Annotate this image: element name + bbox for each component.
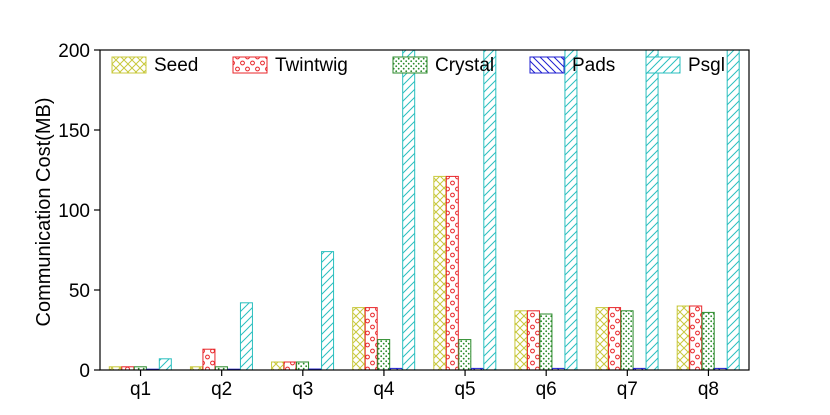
bar-seed-q6 xyxy=(514,310,528,371)
bar-crystal-q6 xyxy=(539,313,553,371)
y-tick-label-200: 200 xyxy=(58,41,90,62)
bar-psgl-q2 xyxy=(239,302,253,371)
legend-item-seed: Seed xyxy=(111,55,198,76)
bar-psgl-q4 xyxy=(402,49,416,371)
legend-swatch-crystal xyxy=(392,56,428,74)
x-tick-label-q6: q6 xyxy=(536,379,557,400)
legend-label-seed: Seed xyxy=(154,55,198,76)
bar-seed-q4 xyxy=(352,307,366,371)
bar-seed-q7 xyxy=(595,307,609,371)
bar-psgl-q3 xyxy=(321,251,335,371)
bar-seed-q8 xyxy=(676,305,690,371)
legend-swatch-psgl xyxy=(645,56,681,74)
bar-crystal-q7 xyxy=(620,310,634,371)
y-tick-label-50: 50 xyxy=(69,281,90,302)
bar-seed-q5 xyxy=(433,175,447,371)
bar-psgl-q6 xyxy=(564,49,578,371)
x-tick-label-q2: q2 xyxy=(211,379,232,400)
legend-swatch-twintwig xyxy=(232,56,268,74)
legend-item-crystal: Crystal xyxy=(392,55,494,76)
x-tick-label-q7: q7 xyxy=(617,379,638,400)
axes-layer: 0 50 100 150 200 q1 q2 q3 q4 q5 q6 q7 q8 xyxy=(58,41,750,400)
x-tick-label-q3: q3 xyxy=(292,379,313,400)
bar-twintwig-q5 xyxy=(445,175,459,371)
bar-psgl-q7 xyxy=(645,49,659,371)
legend-swatch-seed xyxy=(111,56,147,74)
bar-psgl-q8 xyxy=(726,49,740,371)
x-tick-label-q1: q1 xyxy=(130,379,151,400)
bar-crystal-q4 xyxy=(377,339,391,371)
bar-twintwig-q6 xyxy=(526,310,540,371)
bar-seed-q3 xyxy=(271,361,285,371)
bar-psgl-q5 xyxy=(483,49,497,371)
y-tick-label-0: 0 xyxy=(79,361,90,382)
bar-psgl-q1 xyxy=(158,358,172,371)
bar-crystal-q3 xyxy=(296,361,310,371)
legend-swatch-pads xyxy=(529,56,565,74)
legend-item-psgl: Psgl xyxy=(645,55,725,76)
y-axis-title: Communication Cost(MB) xyxy=(33,98,55,327)
legend-label-twintwig: Twintwig xyxy=(275,55,348,76)
bars-layer xyxy=(108,49,740,371)
legend-label-pads: Pads xyxy=(572,55,615,76)
legend: Seed Twintwig Crystal Pads Psgl xyxy=(111,55,725,76)
bar-twintwig-q4 xyxy=(364,307,378,371)
bar-twintwig-q3 xyxy=(283,361,297,371)
bar-twintwig-q2 xyxy=(202,348,216,371)
y-tick-label-150: 150 xyxy=(58,121,90,142)
legend-item-pads: Pads xyxy=(529,55,615,76)
legend-label-crystal: Crystal xyxy=(435,55,494,76)
bar-twintwig-q8 xyxy=(689,305,703,371)
bar-crystal-q8 xyxy=(701,311,715,371)
x-tick-label-q5: q5 xyxy=(454,379,475,400)
x-tick-label-q8: q8 xyxy=(698,379,719,400)
legend-item-twintwig: Twintwig xyxy=(232,55,348,76)
legend-label-psgl: Psgl xyxy=(688,55,725,76)
bar-crystal-q5 xyxy=(458,339,472,371)
y-tick-label-100: 100 xyxy=(58,201,90,222)
x-tick-label-q4: q4 xyxy=(373,379,395,400)
bar-twintwig-q7 xyxy=(608,307,622,371)
